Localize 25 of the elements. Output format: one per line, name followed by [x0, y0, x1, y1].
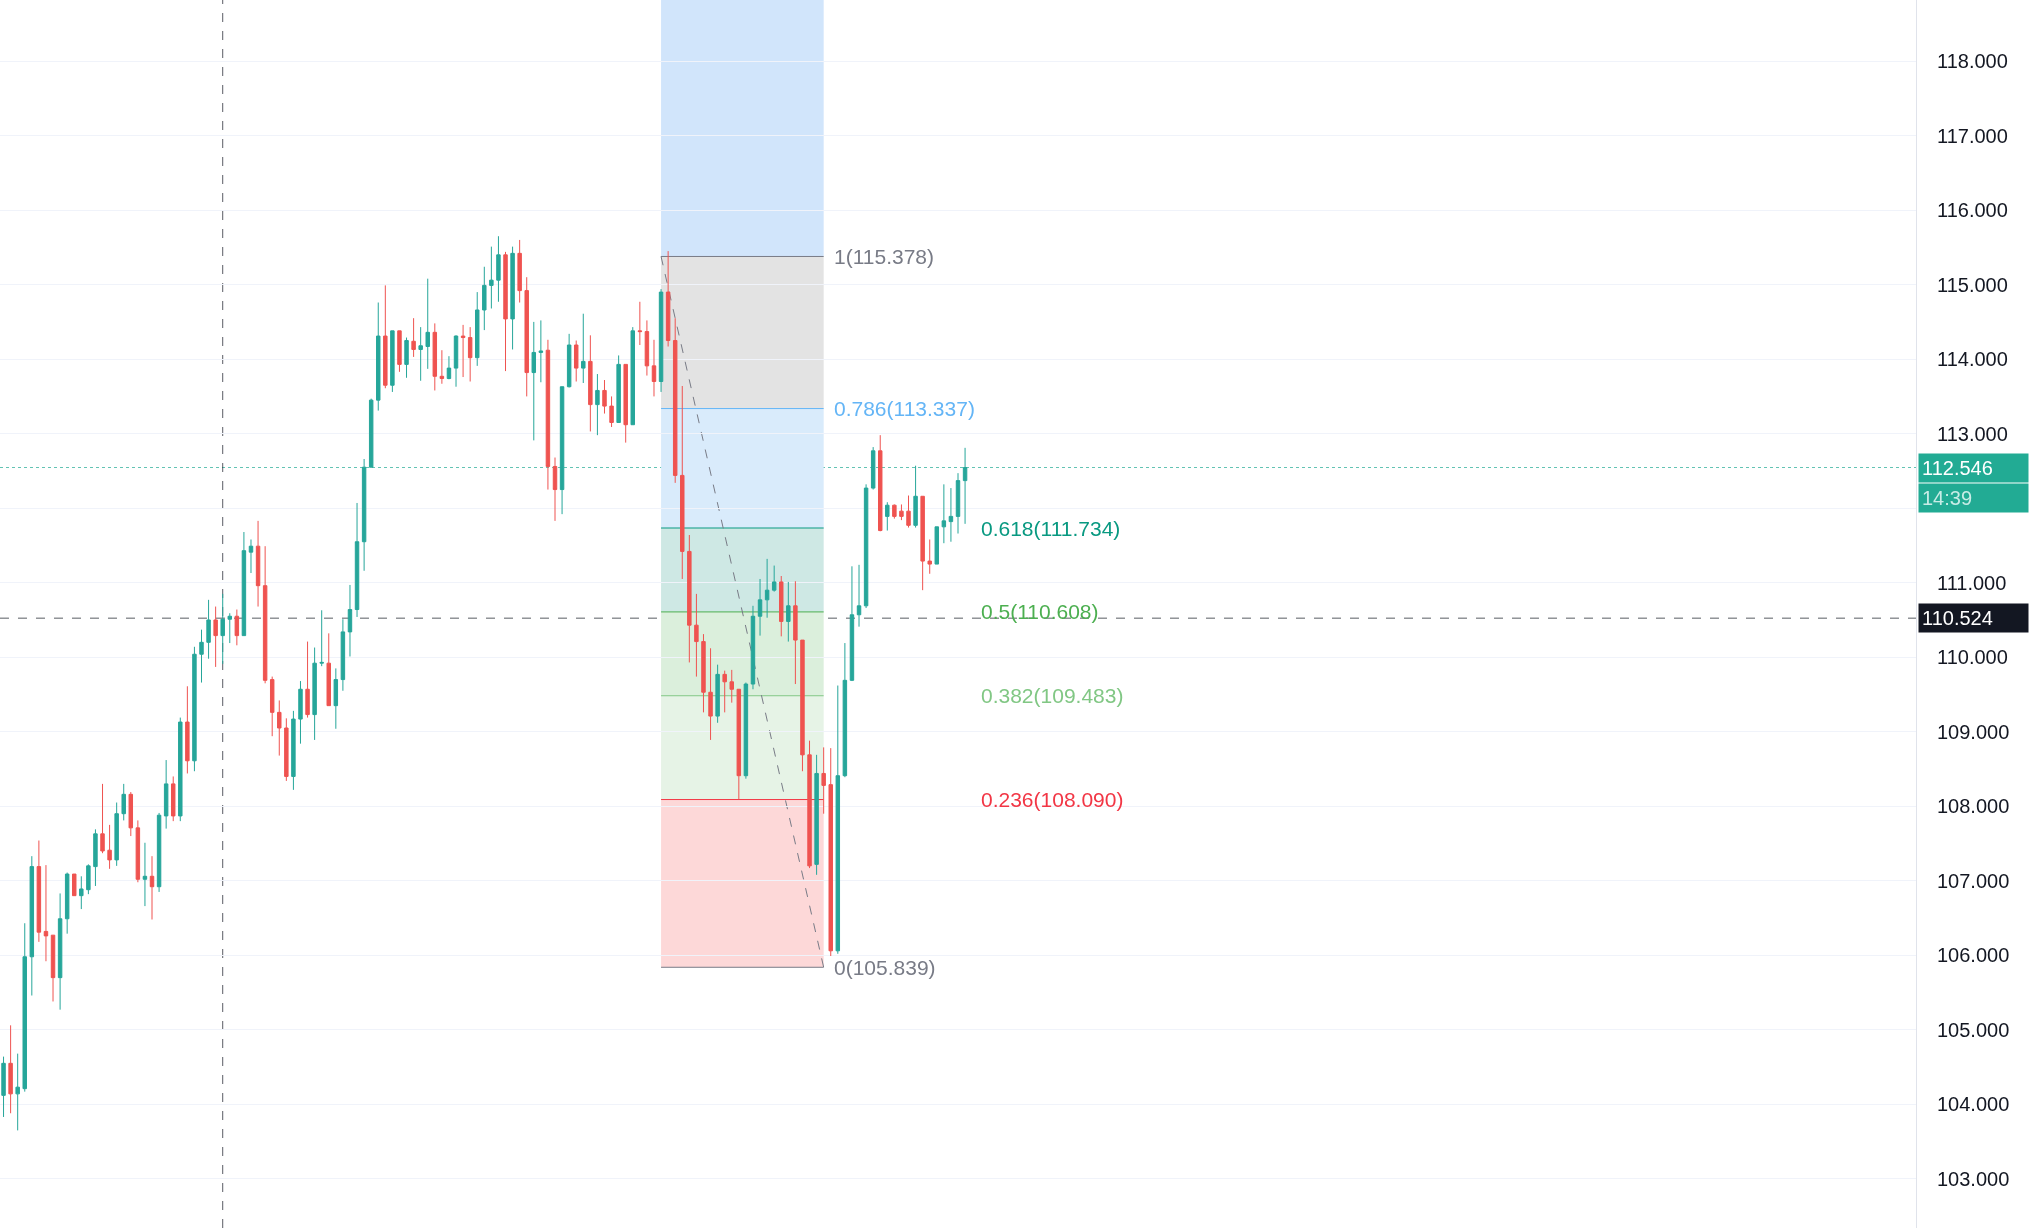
ref-line-label: 0(105.839) — [834, 956, 936, 979]
y-tick-label: 110.000 — [1937, 646, 2008, 669]
ref-line-label: 0.382(109.483) — [981, 684, 1124, 707]
text: 14:39 — [1922, 487, 1973, 509]
y-tick-label: 109.000 — [1937, 720, 2010, 743]
y-tick-label: 115.000 — [1937, 273, 2008, 296]
ref-line-label: 0.5(110.608) — [981, 600, 1099, 623]
y-tick-label: 117.000 — [1937, 124, 2008, 147]
ref-line-label: 0.618(111.734) — [981, 517, 1121, 540]
y-tick-label: 106.000 — [1937, 944, 2010, 967]
y-tick-label: 113.000 — [1937, 422, 2008, 445]
ref-line-label: 1(115.378) — [834, 245, 935, 268]
y-tick-label: 111.000 — [1937, 571, 2007, 594]
y-tick-label: 107.000 — [1937, 869, 2010, 892]
ref-line-label: 110.524 — [1922, 607, 1993, 629]
y-tick-label: 118.000 — [1937, 50, 2008, 73]
y-tick-label: 105.000 — [1937, 1018, 2010, 1041]
ref-line-label: 0.786(113.337) — [834, 397, 975, 420]
y-tick-label: 116.000 — [1937, 199, 2008, 222]
y-tick-label: 104.000 — [1937, 1093, 2010, 1116]
ref-line-label: 0.236(108.090) — [981, 788, 1124, 811]
y-tick-label: 103.000 — [1937, 1167, 2010, 1190]
y-tick-label: 108.000 — [1937, 795, 2010, 818]
ref-line-label: 112.546 — [1922, 457, 1993, 479]
y-tick-label: 114.000 — [1937, 348, 2008, 371]
